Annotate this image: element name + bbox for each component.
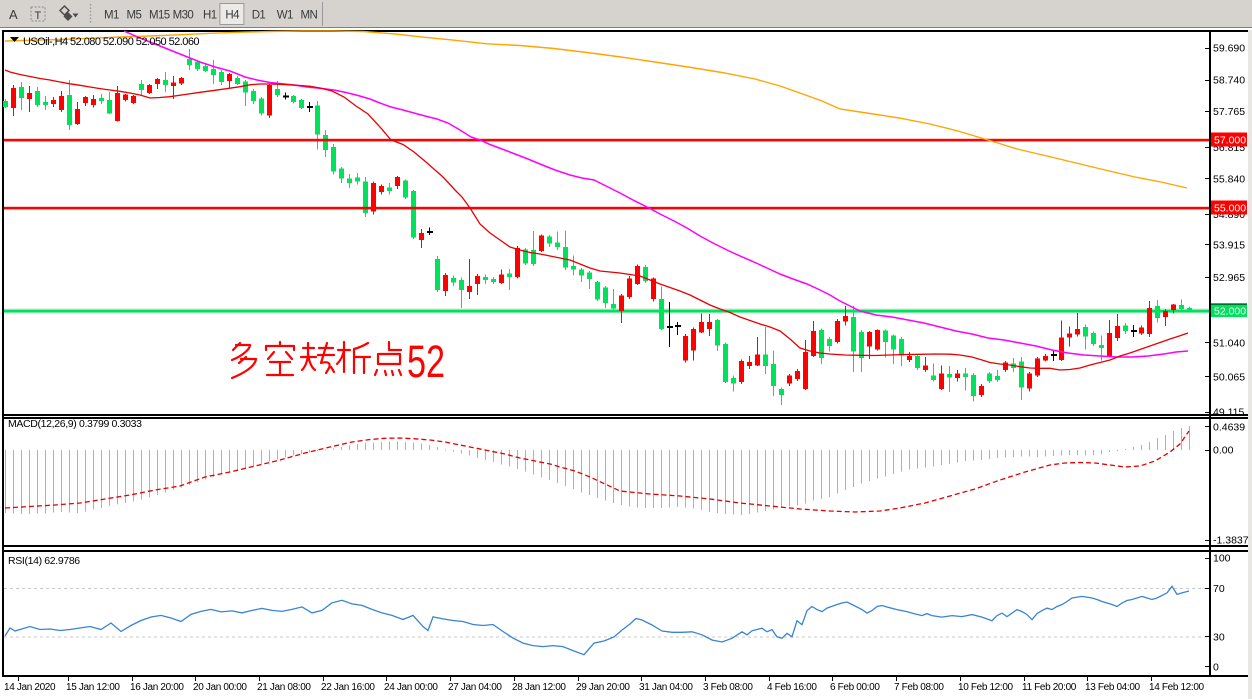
svg-text:M30: M30 bbox=[173, 10, 194, 22]
svg-text:D1: D1 bbox=[252, 10, 266, 22]
svg-text:USOil-,H4 52.080 52.090 52.05: USOil-,H4 52.080 52.090 52.050 52.060 bbox=[23, 36, 199, 48]
svg-text:16 Jan 20:00: 16 Jan 20:00 bbox=[130, 682, 184, 693]
svg-text:W1: W1 bbox=[277, 10, 293, 22]
svg-text:H4: H4 bbox=[225, 10, 240, 22]
svg-text:20 Jan 00:00: 20 Jan 00:00 bbox=[193, 682, 247, 693]
svg-text:28 Jan 12:00: 28 Jan 12:00 bbox=[512, 682, 566, 693]
svg-text:59.690: 59.690 bbox=[1213, 43, 1245, 55]
svg-text:58.740: 58.740 bbox=[1213, 75, 1245, 87]
svg-text:M15: M15 bbox=[149, 10, 170, 22]
svg-text:31 Jan 04:00: 31 Jan 04:00 bbox=[639, 682, 693, 693]
svg-text:M5: M5 bbox=[127, 10, 142, 22]
svg-text:MN: MN bbox=[301, 10, 318, 22]
svg-text:52.000: 52.000 bbox=[1214, 306, 1246, 318]
svg-text:24 Jan 00:00: 24 Jan 00:00 bbox=[384, 682, 438, 693]
svg-text:14 Jan 2020: 14 Jan 2020 bbox=[4, 682, 56, 693]
svg-text:21 Jan 08:00: 21 Jan 08:00 bbox=[257, 682, 311, 693]
svg-text:0: 0 bbox=[1213, 662, 1219, 674]
svg-text:30: 30 bbox=[1213, 632, 1225, 644]
svg-text:0.4639: 0.4639 bbox=[1213, 422, 1245, 434]
svg-text:10 Feb 12:00: 10 Feb 12:00 bbox=[958, 682, 1014, 693]
svg-text:57.000: 57.000 bbox=[1214, 134, 1246, 146]
svg-text:RSI(14) 62.9786: RSI(14) 62.9786 bbox=[8, 555, 80, 567]
svg-text:-1.3837: -1.3837 bbox=[1213, 535, 1249, 547]
svg-text:H1: H1 bbox=[203, 10, 217, 22]
svg-text:55.000: 55.000 bbox=[1214, 202, 1246, 214]
svg-text:70: 70 bbox=[1213, 583, 1225, 595]
svg-text:27 Jan 04:00: 27 Jan 04:00 bbox=[448, 682, 502, 693]
svg-text:55.840: 55.840 bbox=[1213, 174, 1245, 186]
svg-text:6 Feb 00:00: 6 Feb 00:00 bbox=[830, 682, 880, 693]
svg-text:3 Feb 08:00: 3 Feb 08:00 bbox=[703, 682, 753, 693]
svg-text:57.765: 57.765 bbox=[1213, 106, 1245, 118]
svg-text:29 Jan 20:00: 29 Jan 20:00 bbox=[576, 682, 630, 693]
svg-text:MACD(12,26,9) 0.3799 0.3033: MACD(12,26,9) 0.3799 0.3033 bbox=[8, 418, 142, 430]
svg-text:0.00: 0.00 bbox=[1213, 445, 1234, 457]
svg-text:M1: M1 bbox=[104, 10, 119, 22]
svg-text:4 Feb 16:00: 4 Feb 16:00 bbox=[767, 682, 817, 693]
svg-text:52: 52 bbox=[407, 338, 445, 388]
svg-text:15 Jan 12:00: 15 Jan 12:00 bbox=[66, 682, 120, 693]
svg-text:A: A bbox=[9, 7, 18, 22]
svg-text:50.065: 50.065 bbox=[1213, 372, 1245, 384]
svg-text:51.040: 51.040 bbox=[1213, 338, 1245, 350]
svg-text:53.915: 53.915 bbox=[1213, 240, 1245, 252]
svg-text:11 Feb 20:00: 11 Feb 20:00 bbox=[1022, 682, 1077, 693]
svg-text:52.965: 52.965 bbox=[1213, 272, 1245, 284]
svg-text:13 Feb 04:00: 13 Feb 04:00 bbox=[1085, 682, 1141, 693]
svg-text:14 Feb 12:00: 14 Feb 12:00 bbox=[1149, 682, 1205, 693]
svg-text:49.115: 49.115 bbox=[1213, 407, 1244, 419]
svg-text:100: 100 bbox=[1213, 553, 1231, 565]
svg-text:7 Feb 08:00: 7 Feb 08:00 bbox=[894, 682, 944, 693]
svg-text:22 Jan 16:00: 22 Jan 16:00 bbox=[321, 682, 375, 693]
svg-text:T: T bbox=[35, 10, 42, 22]
